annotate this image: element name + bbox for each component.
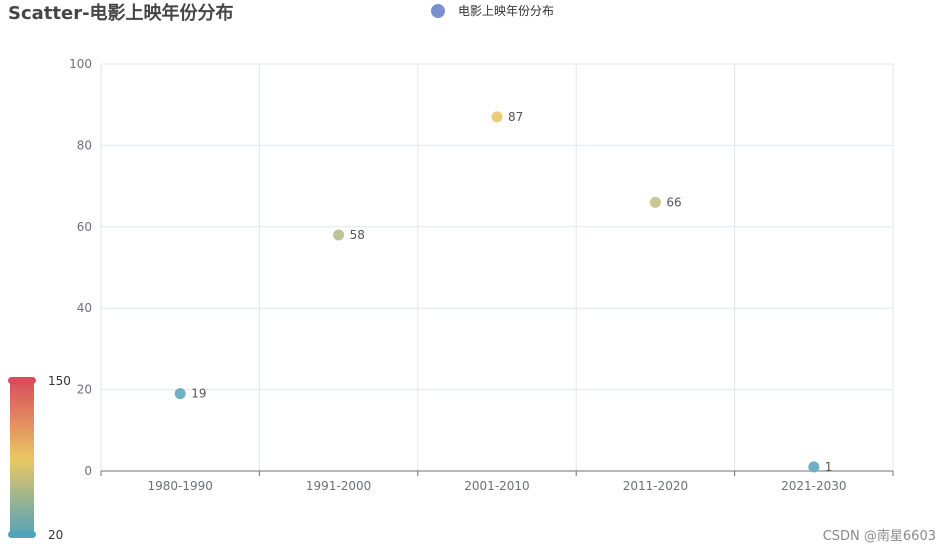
y-tick-label: 60 — [77, 220, 92, 234]
visual-map-min-handle[interactable] — [8, 531, 36, 538]
data-points: 19 58 87 66 1 — [174, 110, 833, 474]
y-tick-label: 40 — [77, 301, 92, 315]
visual-map-max-handle[interactable] — [8, 377, 36, 384]
chart-title: Scatter-电影上映年份分布 — [8, 2, 234, 24]
scatter-point — [649, 196, 661, 208]
legend-marker[interactable] — [431, 4, 445, 18]
x-tick-label: 2001-2010 — [464, 479, 529, 493]
x-tick-label: 1980-1990 — [147, 479, 212, 493]
data-label: 1 — [825, 460, 833, 474]
x-tick-label: 1991-2000 — [306, 479, 371, 493]
visual-map[interactable]: 150 20 — [8, 374, 71, 542]
data-label: 66 — [666, 195, 681, 209]
visual-map-max-label: 150 — [48, 374, 71, 388]
y-axis: 0 20 40 60 80 100 — [69, 57, 92, 478]
visual-map-bar — [10, 381, 34, 537]
y-tick-label: 20 — [77, 383, 92, 397]
y-tick-label: 100 — [69, 57, 92, 71]
scatter-point — [808, 461, 820, 473]
legend[interactable]: 电影上映年份分布 — [431, 4, 554, 18]
data-label: 19 — [191, 387, 206, 401]
scatter-point — [491, 111, 503, 123]
visual-map-min-label: 20 — [48, 528, 63, 542]
x-axis: 1980-1990 1991-2000 2001-2010 2011-2020 2021… — [100, 470, 894, 493]
watermark: CSDN @南星6603 — [823, 528, 936, 544]
y-tick-label: 80 — [77, 138, 92, 152]
data-label: 87 — [508, 110, 523, 124]
scatter-point — [333, 229, 345, 241]
data-label: 58 — [350, 228, 365, 242]
scatter-point — [174, 388, 186, 400]
y-tick-label: 0 — [84, 464, 92, 478]
grid — [100, 63, 894, 471]
x-tick-label: 2011-2020 — [623, 479, 688, 493]
x-tick-label: 2021-2030 — [781, 479, 846, 493]
legend-label[interactable]: 电影上映年份分布 — [458, 4, 554, 18]
